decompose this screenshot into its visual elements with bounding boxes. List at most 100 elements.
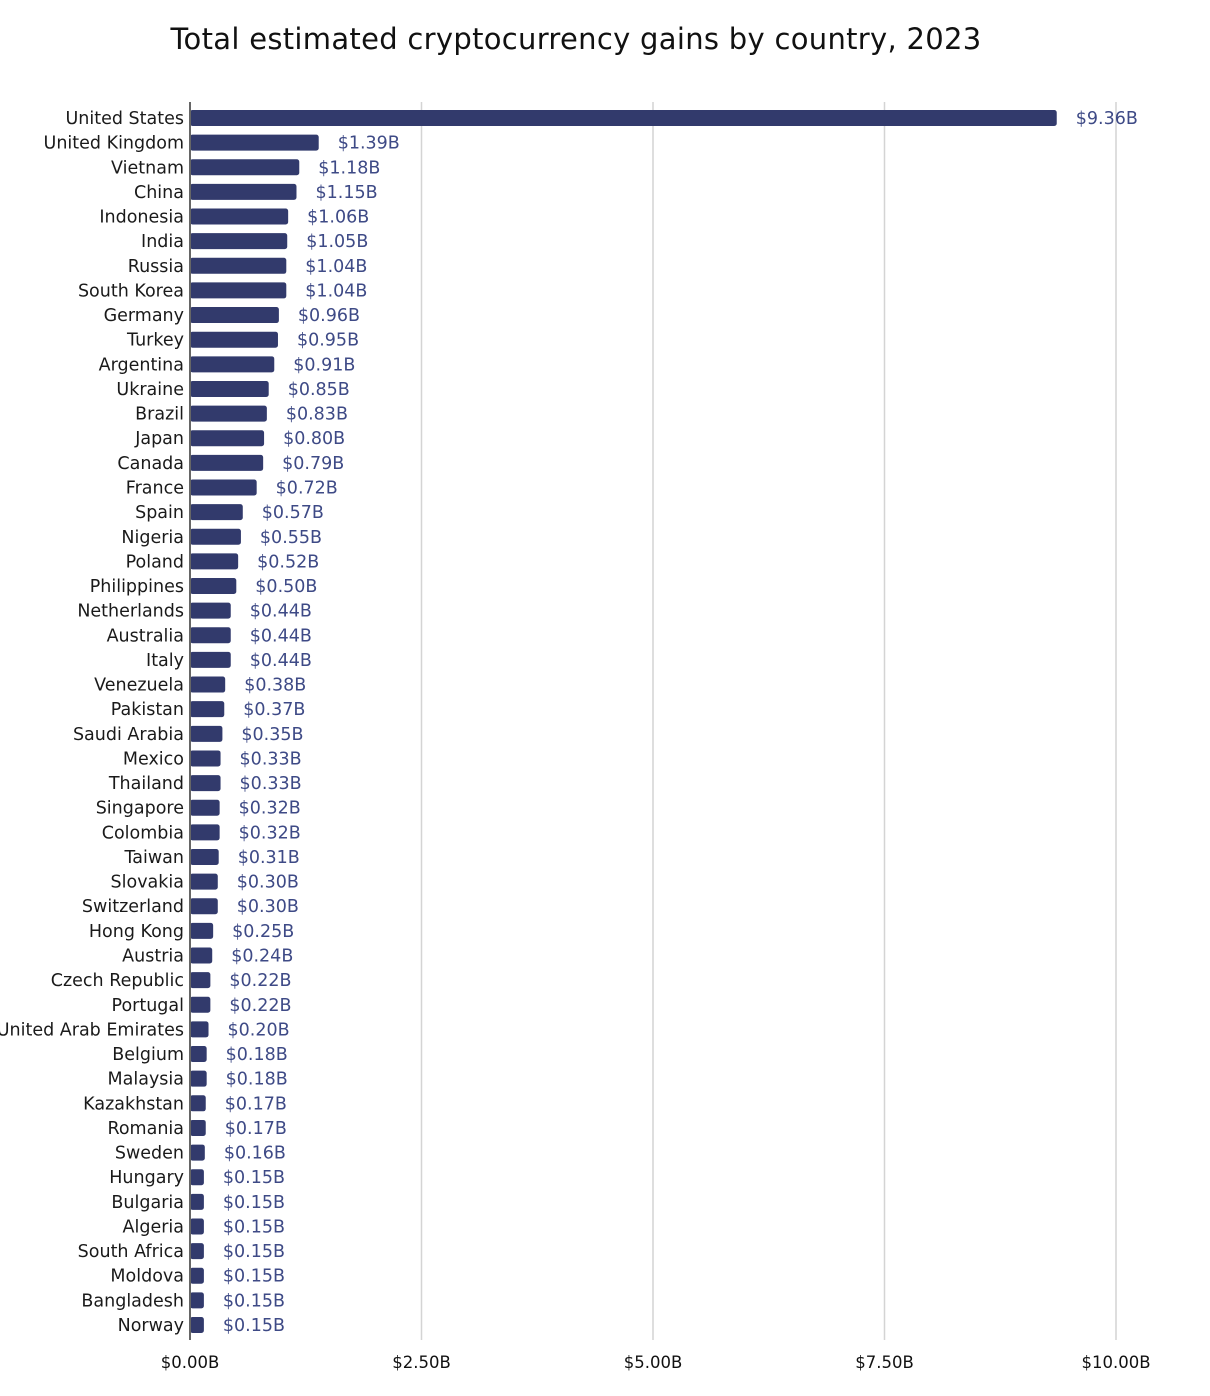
category-label: Saudi Arabia (73, 725, 184, 745)
bar (190, 996, 211, 1013)
category-label: Sweden (115, 1144, 184, 1164)
bar (190, 257, 287, 274)
category-label: Ukraine (116, 380, 184, 400)
value-label: $0.15B (223, 1217, 285, 1237)
bar (190, 873, 218, 890)
category-label: Philippines (90, 577, 184, 597)
value-label: $0.72B (276, 478, 338, 498)
category-label: Russia (128, 257, 184, 277)
bar (190, 799, 220, 816)
chart-title: Total estimated cryptocurrency gains by … (170, 22, 982, 56)
category-label: Turkey (126, 331, 184, 351)
category-label: Pakistan (111, 700, 184, 720)
value-label: $1.04B (305, 257, 367, 277)
value-label: $0.18B (226, 1070, 288, 1090)
value-label: $1.05B (306, 232, 368, 252)
bar (190, 1144, 205, 1161)
category-label: Thailand (108, 774, 184, 794)
bar (190, 651, 231, 668)
bar (190, 233, 288, 250)
bar (190, 504, 243, 521)
bar (190, 1317, 204, 1333)
category-label: Hong Kong (89, 922, 184, 942)
value-label: $9.36B (1076, 109, 1138, 129)
category-label: Spain (135, 503, 184, 523)
bar (190, 1218, 204, 1235)
bar (190, 331, 278, 348)
bar (190, 725, 223, 742)
value-label: $0.57B (262, 503, 324, 523)
value-label: $0.20B (228, 1020, 290, 1040)
bar (190, 947, 213, 964)
x-tick-label: $5.00B (624, 1353, 683, 1372)
category-label: Portugal (112, 996, 184, 1016)
category-label: United Kingdom (44, 134, 184, 154)
value-label: $0.18B (226, 1045, 288, 1065)
bar (190, 282, 287, 299)
category-label: France (126, 478, 184, 498)
category-label: Austria (122, 947, 184, 967)
bar (190, 430, 265, 447)
value-label: $1.15B (315, 183, 377, 203)
value-label: $0.15B (223, 1291, 285, 1311)
bar (190, 972, 211, 989)
category-label: Argentina (99, 355, 184, 375)
value-label: $0.91B (293, 355, 355, 375)
category-label: Malaysia (108, 1070, 184, 1090)
value-label: $0.79B (282, 454, 344, 474)
bar (190, 824, 220, 841)
category-label: Bangladesh (81, 1291, 184, 1311)
value-label: $0.33B (240, 774, 302, 794)
x-tick-label: $10.00B (1081, 1353, 1150, 1372)
bar (190, 676, 226, 693)
bar (190, 602, 231, 619)
bar (190, 208, 289, 225)
bar (190, 110, 1057, 126)
category-label: Moldova (110, 1267, 184, 1287)
category-label: Norway (118, 1316, 184, 1336)
x-tick-label: $7.50B (855, 1353, 914, 1372)
category-label: India (141, 232, 184, 252)
value-label: $0.22B (229, 971, 291, 991)
category-label: Slovakia (111, 873, 184, 893)
value-label: $0.24B (231, 947, 293, 967)
value-label: $0.15B (223, 1168, 285, 1188)
value-label: $0.25B (232, 922, 294, 942)
category-label: Mexico (123, 749, 184, 769)
bar (190, 848, 219, 865)
value-label: $0.95B (297, 331, 359, 351)
category-label: Nigeria (121, 528, 184, 548)
category-label: Belgium (112, 1045, 184, 1065)
bar (190, 750, 221, 767)
category-label: United States (65, 109, 184, 129)
bar (190, 307, 279, 324)
bar (190, 528, 241, 545)
bar (190, 1119, 206, 1136)
value-label: $0.85B (288, 380, 350, 400)
bar (190, 1021, 209, 1038)
bar (190, 1193, 204, 1210)
bar (190, 1169, 204, 1186)
bar (190, 578, 237, 595)
value-label: $0.32B (239, 823, 301, 843)
bar (190, 1070, 207, 1087)
value-label: $0.17B (225, 1094, 287, 1114)
value-label: $0.38B (244, 676, 306, 696)
value-label: $1.39B (338, 134, 400, 154)
category-label: Romania (107, 1119, 184, 1139)
value-label: $0.55B (260, 528, 322, 548)
category-label: Kazakhstan (83, 1094, 184, 1114)
x-tick-label: $2.50B (392, 1353, 451, 1372)
value-label: $0.44B (250, 602, 312, 622)
value-label: $0.83B (286, 405, 348, 425)
bar (190, 701, 225, 718)
category-label: Germany (104, 306, 184, 326)
value-label: $0.50B (255, 577, 317, 597)
category-label: Poland (126, 552, 184, 572)
bar (190, 1243, 204, 1260)
bar (190, 454, 264, 471)
value-label: $0.52B (257, 552, 319, 572)
value-label: $1.18B (318, 158, 380, 178)
value-label: $0.17B (225, 1119, 287, 1139)
